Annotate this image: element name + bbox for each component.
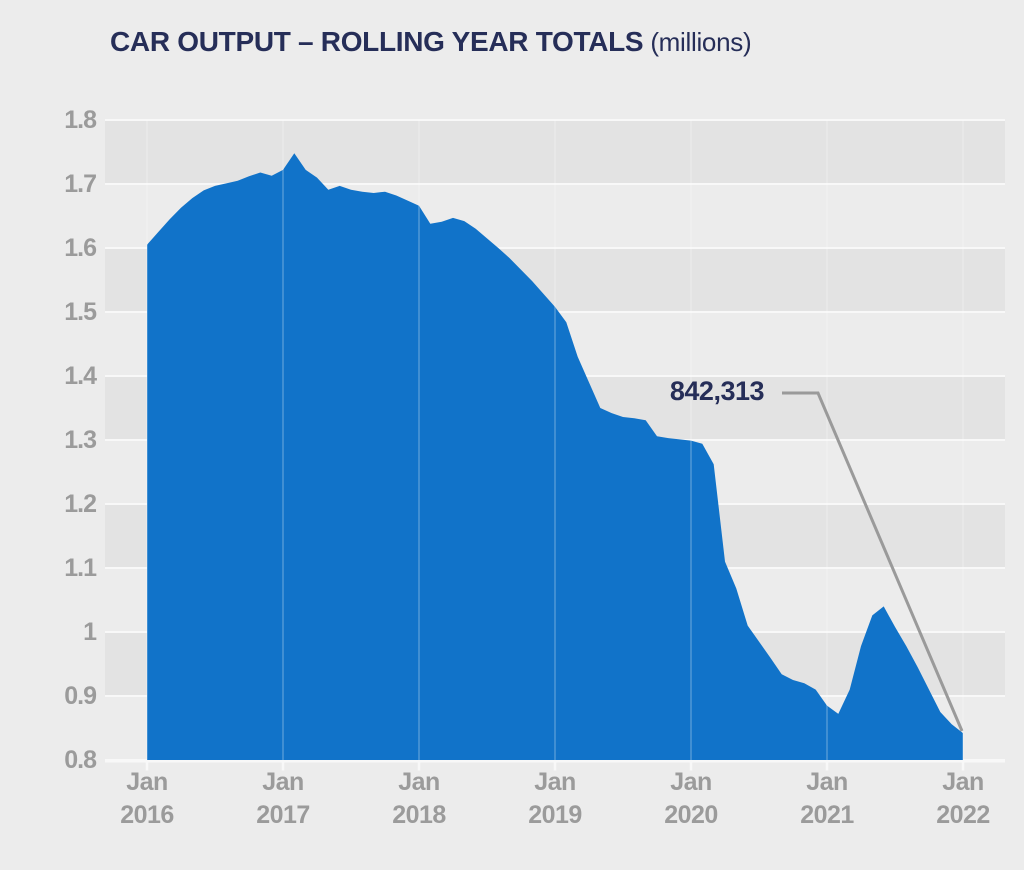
vertical-gridlines (146, 120, 964, 760)
x-axis-tick-label: Jan 2022 (911, 766, 1015, 832)
x-tick-month: Jan (262, 768, 304, 796)
x-tick-year: 2017 (256, 801, 310, 829)
x-axis-tick-label: Jan 2021 (775, 766, 879, 832)
x-tick-year: 2022 (936, 801, 990, 829)
x-axis-tick (281, 762, 285, 771)
x-axis-tick (689, 762, 693, 771)
x-axis-line (105, 760, 1005, 763)
gridline-horizontal (105, 119, 1005, 121)
x-axis-tick (417, 762, 421, 771)
x-axis-tick-label: Jan 2018 (367, 766, 471, 832)
gridline-horizontal (105, 247, 1005, 249)
y-axis-tick-label: 0.9 (64, 682, 97, 710)
x-tick-month: Jan (942, 768, 984, 796)
x-axis-tick-label: Jan 2020 (639, 766, 743, 832)
x-axis-tick-label: Jan 2017 (231, 766, 335, 832)
chart-title-units: (millions) (650, 27, 752, 57)
y-axis-tick-label: 1 (83, 618, 97, 646)
x-axis-tick (553, 762, 557, 771)
gridline-vertical (282, 120, 284, 760)
y-axis-tick-label: 1.2 (64, 490, 97, 518)
y-axis-tick-label: 1.7 (64, 170, 97, 198)
gridline-vertical (826, 120, 828, 760)
x-axis-tick (961, 762, 965, 771)
y-axis-tick-label: 1.5 (64, 298, 97, 326)
x-tick-year: 2020 (664, 801, 718, 829)
area-series (147, 153, 963, 761)
y-axis-tick-label: 1.1 (64, 554, 97, 582)
y-axis-tick-label: 1.6 (64, 234, 97, 262)
x-tick-month: Jan (398, 768, 440, 796)
x-axis (105, 760, 1005, 771)
x-tick-year: 2019 (528, 801, 582, 829)
gridline-vertical (146, 120, 148, 760)
callout-line (782, 391, 964, 732)
y-axis-tick-label: 1.8 (64, 106, 97, 134)
y-axis-tick-label: 0.8 (64, 746, 97, 774)
gridline-vertical (554, 120, 556, 760)
annotation-value: 842,313 (669, 376, 765, 406)
y-axis-tick-label: 1.3 (64, 426, 97, 454)
gridline-vertical (690, 120, 692, 760)
y-axis-tick-label: 1.4 (64, 362, 97, 390)
gridline-horizontal (105, 183, 1005, 185)
x-axis-tick-label: Jan 2019 (503, 766, 607, 832)
annotation-callout (782, 391, 964, 732)
x-axis-tick (825, 762, 829, 771)
x-tick-month: Jan (126, 768, 168, 796)
x-tick-year: 2021 (800, 801, 854, 829)
page-title: CAR OUTPUT – ROLLING YEAR TOTALS (million… (110, 26, 752, 58)
x-tick-month: Jan (534, 768, 576, 796)
car-output-area (147, 153, 963, 761)
chart-title-text: CAR OUTPUT – ROLLING YEAR TOTALS (110, 26, 644, 57)
background-band (105, 120, 1005, 184)
x-axis-tick-label: Jan 2016 (95, 766, 199, 832)
gridline-vertical (962, 120, 964, 760)
x-tick-month: Jan (806, 768, 848, 796)
x-tick-year: 2016 (120, 801, 174, 829)
x-axis-tick (145, 762, 149, 771)
x-tick-year: 2018 (392, 801, 446, 829)
gridline-vertical (418, 120, 420, 760)
x-tick-month: Jan (670, 768, 712, 796)
